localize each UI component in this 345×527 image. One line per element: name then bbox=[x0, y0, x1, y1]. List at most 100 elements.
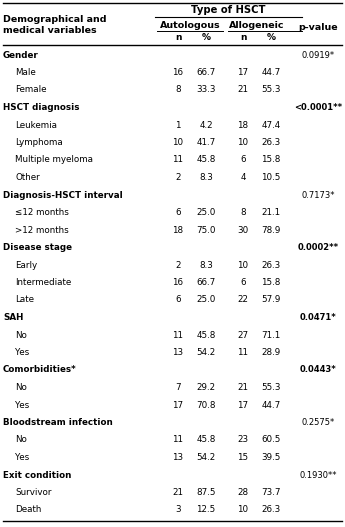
Text: Early: Early bbox=[15, 260, 37, 269]
Text: Type of HSCT: Type of HSCT bbox=[191, 5, 265, 15]
Text: 25.0: 25.0 bbox=[196, 296, 216, 305]
Text: p-value: p-value bbox=[298, 24, 338, 33]
Text: 21.1: 21.1 bbox=[262, 208, 280, 217]
Text: 47.4: 47.4 bbox=[262, 121, 280, 130]
Text: >12 months: >12 months bbox=[15, 226, 69, 235]
Text: 0.1930**: 0.1930** bbox=[299, 471, 337, 480]
Text: No: No bbox=[15, 383, 27, 392]
Text: %: % bbox=[201, 34, 210, 43]
Text: 17: 17 bbox=[172, 401, 184, 409]
Text: 29.2: 29.2 bbox=[196, 383, 216, 392]
Text: Diagnosis-HSCT interval: Diagnosis-HSCT interval bbox=[3, 190, 123, 200]
Text: Leukemia: Leukemia bbox=[15, 121, 57, 130]
Text: 28.9: 28.9 bbox=[262, 348, 280, 357]
Text: No: No bbox=[15, 435, 27, 444]
Text: 10: 10 bbox=[172, 138, 184, 147]
Text: 10: 10 bbox=[237, 505, 248, 514]
Text: Death: Death bbox=[15, 505, 41, 514]
Text: 2: 2 bbox=[175, 260, 181, 269]
Text: 8.3: 8.3 bbox=[199, 173, 213, 182]
Text: 4.2: 4.2 bbox=[199, 121, 213, 130]
Text: 55.3: 55.3 bbox=[261, 85, 281, 94]
Text: Yes: Yes bbox=[15, 348, 29, 357]
Text: No: No bbox=[15, 330, 27, 339]
Text: Bloodstream infection: Bloodstream infection bbox=[3, 418, 113, 427]
Text: 0.0471*: 0.0471* bbox=[299, 313, 336, 322]
Text: Disease stage: Disease stage bbox=[3, 243, 72, 252]
Text: 23: 23 bbox=[237, 435, 248, 444]
Text: Intermediate: Intermediate bbox=[15, 278, 71, 287]
Text: ≤12 months: ≤12 months bbox=[15, 208, 69, 217]
Text: 30: 30 bbox=[237, 226, 249, 235]
Text: 16: 16 bbox=[172, 68, 184, 77]
Text: Survivor: Survivor bbox=[15, 488, 51, 497]
Text: 0.7173*: 0.7173* bbox=[301, 190, 335, 200]
Text: 26.3: 26.3 bbox=[262, 260, 280, 269]
Text: 8: 8 bbox=[175, 85, 181, 94]
Text: 15: 15 bbox=[237, 453, 248, 462]
Text: 11: 11 bbox=[172, 155, 184, 164]
Text: 6: 6 bbox=[175, 296, 181, 305]
Text: <0.0001**: <0.0001** bbox=[294, 103, 342, 112]
Text: 10.5: 10.5 bbox=[261, 173, 281, 182]
Text: 60.5: 60.5 bbox=[261, 435, 281, 444]
Text: 75.0: 75.0 bbox=[196, 226, 216, 235]
Text: 44.7: 44.7 bbox=[262, 401, 280, 409]
Text: 54.2: 54.2 bbox=[196, 453, 216, 462]
Text: 21: 21 bbox=[237, 383, 248, 392]
Text: Yes: Yes bbox=[15, 401, 29, 409]
Text: HSCT diagnosis: HSCT diagnosis bbox=[3, 103, 79, 112]
Text: 66.7: 66.7 bbox=[196, 278, 216, 287]
Text: 73.7: 73.7 bbox=[261, 488, 281, 497]
Text: 17: 17 bbox=[237, 68, 248, 77]
Text: 18: 18 bbox=[172, 226, 184, 235]
Text: 87.5: 87.5 bbox=[196, 488, 216, 497]
Text: 70.8: 70.8 bbox=[196, 401, 216, 409]
Text: 26.3: 26.3 bbox=[262, 138, 280, 147]
Text: 22: 22 bbox=[237, 296, 248, 305]
Text: 41.7: 41.7 bbox=[196, 138, 216, 147]
Text: Male: Male bbox=[15, 68, 36, 77]
Text: 26.3: 26.3 bbox=[262, 505, 280, 514]
Text: Yes: Yes bbox=[15, 453, 29, 462]
Text: Other: Other bbox=[15, 173, 40, 182]
Text: 16: 16 bbox=[172, 278, 184, 287]
Text: 1: 1 bbox=[175, 121, 181, 130]
Text: 8.3: 8.3 bbox=[199, 260, 213, 269]
Text: 13: 13 bbox=[172, 348, 184, 357]
Text: 27: 27 bbox=[237, 330, 248, 339]
Text: 18: 18 bbox=[237, 121, 248, 130]
Text: 11: 11 bbox=[237, 348, 248, 357]
Text: 39.5: 39.5 bbox=[261, 453, 281, 462]
Text: 4: 4 bbox=[240, 173, 246, 182]
Text: 25.0: 25.0 bbox=[196, 208, 216, 217]
Text: 11: 11 bbox=[172, 435, 184, 444]
Text: Late: Late bbox=[15, 296, 34, 305]
Text: 6: 6 bbox=[240, 278, 246, 287]
Text: 45.8: 45.8 bbox=[196, 330, 216, 339]
Text: %: % bbox=[266, 34, 276, 43]
Text: 0.0443*: 0.0443* bbox=[299, 366, 336, 375]
Text: n: n bbox=[240, 34, 246, 43]
Text: 66.7: 66.7 bbox=[196, 68, 216, 77]
Text: 28: 28 bbox=[237, 488, 248, 497]
Text: 15.8: 15.8 bbox=[261, 278, 281, 287]
Text: 10: 10 bbox=[237, 260, 248, 269]
Text: 12.5: 12.5 bbox=[196, 505, 216, 514]
Text: 71.1: 71.1 bbox=[262, 330, 280, 339]
Text: 13: 13 bbox=[172, 453, 184, 462]
Text: 54.2: 54.2 bbox=[196, 348, 216, 357]
Text: Female: Female bbox=[15, 85, 47, 94]
Text: 55.3: 55.3 bbox=[261, 383, 281, 392]
Text: SAH: SAH bbox=[3, 313, 23, 322]
Text: 11: 11 bbox=[172, 330, 184, 339]
Text: 0.0002**: 0.0002** bbox=[297, 243, 338, 252]
Text: 10: 10 bbox=[237, 138, 248, 147]
Text: 0.2575*: 0.2575* bbox=[302, 418, 335, 427]
Text: Gender: Gender bbox=[3, 51, 39, 60]
Text: 78.9: 78.9 bbox=[261, 226, 281, 235]
Text: 21: 21 bbox=[237, 85, 248, 94]
Text: 3: 3 bbox=[175, 505, 181, 514]
Text: Allogeneic: Allogeneic bbox=[229, 21, 285, 30]
Text: 45.8: 45.8 bbox=[196, 435, 216, 444]
